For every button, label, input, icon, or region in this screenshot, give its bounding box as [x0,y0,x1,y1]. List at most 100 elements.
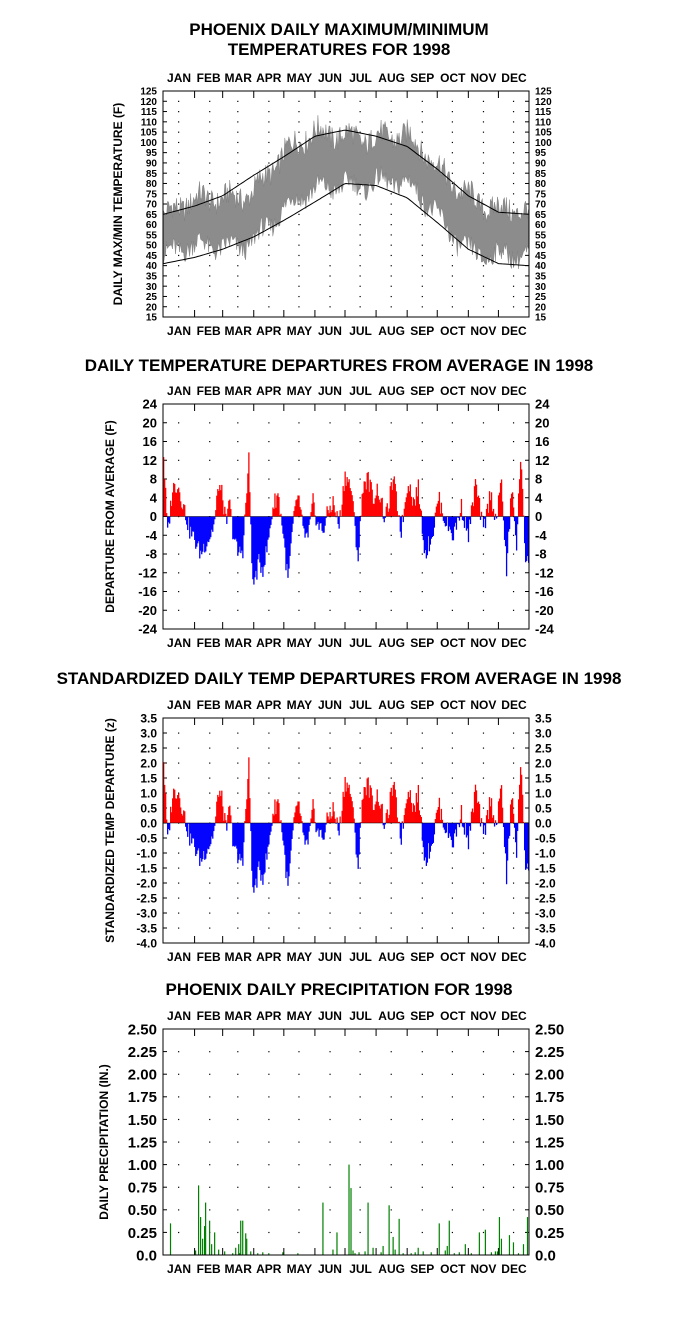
y-tick-label-right: 55 [535,230,547,241]
grid-dot [237,152,239,154]
month-label-top: OCT [440,71,466,85]
y-tick-label-left: 0.75 [128,1180,157,1197]
above-bar [175,492,177,517]
above-bar [398,821,400,823]
above-bar [348,479,350,517]
below-bar [303,823,305,836]
grid-dot [209,777,211,779]
y-tick-label-left: 1.5 [140,771,157,785]
below-bar [449,516,452,530]
above-bar [370,787,372,823]
grid-dot [209,927,211,929]
month-label-top: FEB [197,698,221,712]
above-bar [301,514,303,517]
above-bar [366,778,368,823]
month-label-top: JAN [167,1009,191,1023]
below-bar [239,823,241,854]
grid-dot [390,572,392,574]
grid-dot [329,111,331,113]
above-bar [391,795,393,823]
grid-dot [329,837,331,839]
above-bar [492,508,495,517]
above-bar [166,819,168,823]
above-bar [346,782,348,823]
grid-dot [268,897,270,899]
below-bar [483,823,486,826]
grid-dot [451,275,453,277]
above-bar [299,813,301,823]
below-bar [306,516,308,533]
above-bar [224,506,226,517]
above-bar [369,785,371,823]
grid-dot [482,912,485,914]
below-bar [192,823,194,839]
grid-dot [298,927,300,929]
below-bar [502,516,505,521]
y-tick-label-right: 1.50 [535,1112,564,1129]
below-bar [204,823,206,860]
grid-dot [512,152,515,154]
grid-dot [482,553,485,555]
grid-dot [298,897,300,899]
y-tick-label-left: 2.25 [128,1044,157,1061]
below-bar [168,516,170,523]
grid-dot [298,837,300,839]
y-tick-label-right: 1.00 [535,1157,564,1174]
grid-dot [359,837,361,839]
above-bar [339,510,341,517]
y-tick-label-left: 30 [146,282,158,293]
above-bar [490,492,493,517]
grid-dot [512,1096,515,1098]
y-tick-label-left: 2.5 [140,741,157,755]
grid-dot [451,422,453,424]
grid-dot [421,1051,423,1053]
below-bar [287,516,289,578]
below-bar [456,823,459,825]
above-bar [500,785,503,823]
y-tick-label-left: -1.0 [136,846,157,860]
grid-dot [178,534,180,536]
grid-dot [390,852,392,854]
grid-dot [268,762,270,764]
below-bar [321,823,323,838]
grid-dot [237,121,239,123]
above-bar [363,787,365,823]
grid-dot [421,1164,423,1166]
below-bar [467,516,470,543]
grid-dot [390,1118,392,1121]
above-bar [367,471,369,517]
month-label-bottom: DEC [501,1262,527,1276]
above-bar [336,511,338,517]
below-bar [201,516,203,555]
grid-dot [237,1231,239,1234]
above-bar [300,815,302,823]
grid-dot [298,100,300,102]
above-bar [280,820,282,823]
above-bar [459,513,462,517]
grid-dot [178,152,180,154]
grid-dot [482,1141,485,1143]
grid-dot [421,792,423,794]
grid-dot [268,807,270,809]
y-tick-label-right: 25 [535,292,547,303]
below-bar [456,516,459,518]
below-bar [240,823,242,861]
grid-dot [482,572,485,574]
above-bar [364,787,366,823]
below-bar [448,823,451,834]
grid-dot [359,1141,361,1143]
below-bar [324,516,326,526]
grid-dot [359,234,361,236]
grid-dot [268,265,270,267]
grid-dot [482,265,485,267]
y-tick-label-right: -3.0 [535,906,556,920]
grid-dot [237,1186,239,1188]
below-bar [198,823,200,849]
grid-dot [482,111,485,113]
below-bar [186,516,188,525]
grid-dot [298,1164,300,1166]
y-tick-label-right: -24 [535,622,555,637]
below-bar [354,823,356,833]
grid-dot [178,1231,180,1234]
grid-dot [268,732,270,734]
